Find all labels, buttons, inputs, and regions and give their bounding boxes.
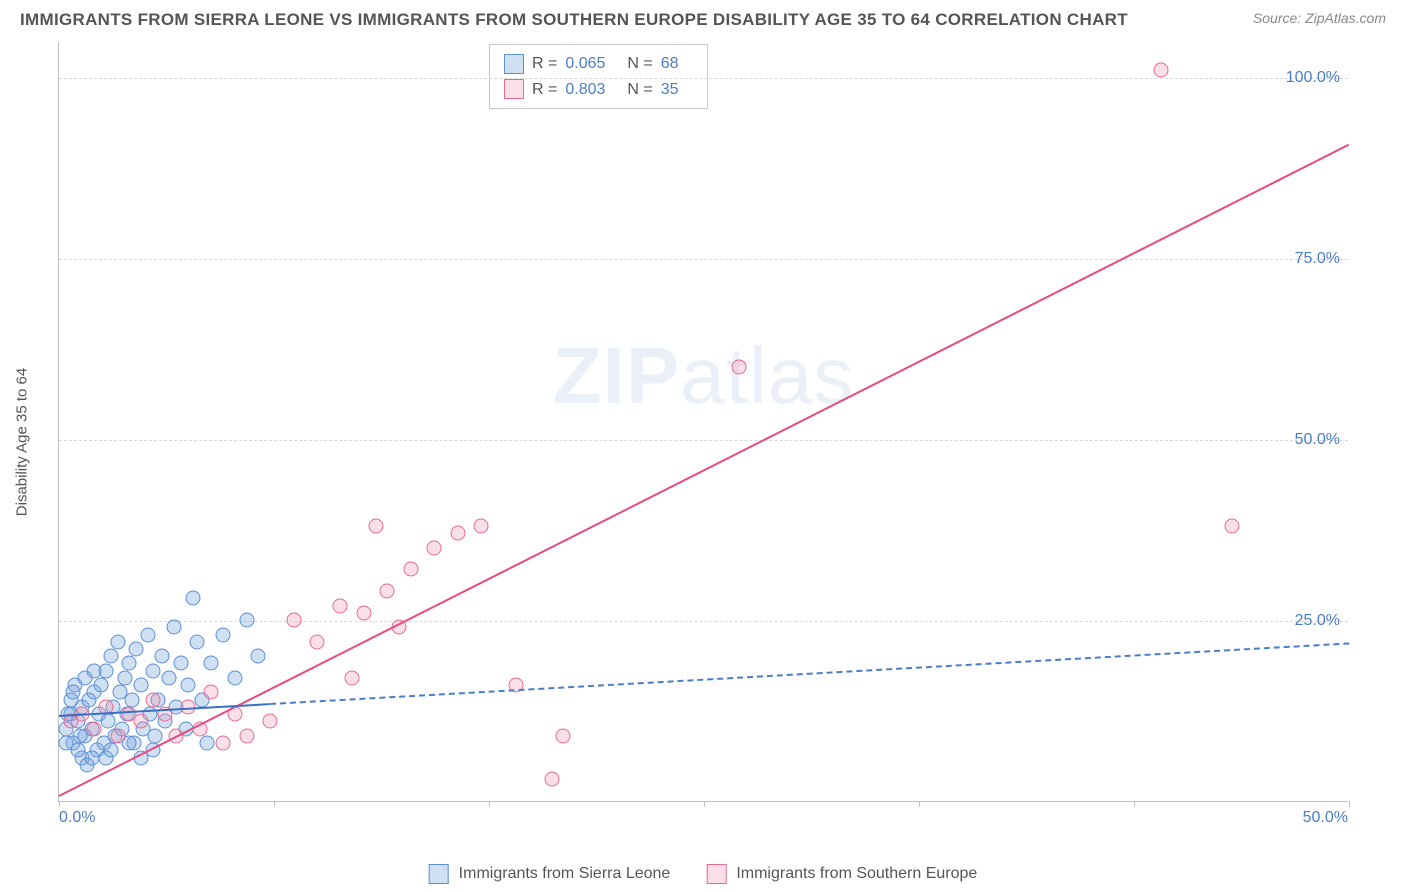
data-point-sierra <box>162 670 177 685</box>
data-point-sierra <box>141 627 156 642</box>
data-point-sierra <box>239 613 254 628</box>
source-label: Source: ZipAtlas.com <box>1253 10 1386 26</box>
x-tick <box>919 801 920 807</box>
data-point-sierra <box>216 627 231 642</box>
legend-item-sierra: Immigrants from Sierra Leone <box>429 864 671 884</box>
x-axis-max: 50.0% <box>1303 809 1348 827</box>
data-point-southern <box>134 714 149 729</box>
data-point-sierra <box>70 743 85 758</box>
legend-label: Immigrants from Southern Europe <box>736 865 977 883</box>
x-tick <box>59 801 60 807</box>
data-point-southern <box>450 526 465 541</box>
data-point-southern <box>380 584 395 599</box>
data-point-southern <box>263 714 278 729</box>
data-point-sierra <box>204 656 219 671</box>
legend-row-southern: R = 0.803 N = 35 <box>504 77 693 103</box>
data-point-sierra <box>122 656 137 671</box>
data-point-southern <box>204 685 219 700</box>
data-point-southern <box>345 670 360 685</box>
trend-line <box>59 143 1350 796</box>
data-point-sierra <box>124 692 139 707</box>
swatch-sierra-bottom <box>429 864 449 884</box>
data-point-southern <box>333 598 348 613</box>
data-point-sierra <box>73 728 88 743</box>
data-point-southern <box>368 518 383 533</box>
gridline <box>59 440 1348 441</box>
data-point-southern <box>239 728 254 743</box>
y-tick-label: 75.0% <box>1295 250 1340 268</box>
data-point-southern <box>145 692 160 707</box>
data-point-sierra <box>129 642 144 657</box>
data-point-southern <box>556 728 571 743</box>
bottom-legend: Immigrants from Sierra Leone Immigrants … <box>429 864 978 884</box>
y-tick-label: 25.0% <box>1295 612 1340 630</box>
data-point-southern <box>1224 518 1239 533</box>
data-point-sierra <box>190 634 205 649</box>
data-point-sierra <box>103 743 118 758</box>
y-tick-label: 100.0% <box>1286 69 1340 87</box>
data-point-sierra <box>84 750 99 765</box>
y-axis-label: Disability Age 35 to 64 <box>14 368 31 516</box>
x-tick <box>1349 801 1350 807</box>
gridline <box>59 78 1348 79</box>
x-axis-min: 0.0% <box>59 809 95 827</box>
swatch-southern-bottom <box>706 864 726 884</box>
legend-stats: R = 0.065 N = 68 R = 0.803 N = 35 <box>489 44 708 109</box>
x-tick <box>274 801 275 807</box>
data-point-sierra <box>134 678 149 693</box>
legend-label: Immigrants from Sierra Leone <box>459 865 671 883</box>
data-point-southern <box>474 518 489 533</box>
data-point-southern <box>87 721 102 736</box>
x-tick <box>704 801 705 807</box>
plot-area: ZIPatlas R = 0.065 N = 68 R = 0.803 N = … <box>58 42 1348 802</box>
data-point-sierra <box>173 656 188 671</box>
data-point-sierra <box>145 663 160 678</box>
data-point-sierra <box>227 670 242 685</box>
legend-item-southern: Immigrants from Southern Europe <box>706 864 977 884</box>
data-point-sierra <box>199 736 214 751</box>
y-tick-label: 50.0% <box>1295 431 1340 449</box>
data-point-southern <box>403 562 418 577</box>
trend-line <box>270 643 1349 706</box>
page-title: IMMIGRANTS FROM SIERRA LEONE VS IMMIGRAN… <box>20 10 1128 30</box>
data-point-southern <box>732 359 747 374</box>
data-point-southern <box>310 634 325 649</box>
data-point-southern <box>110 728 125 743</box>
data-point-sierra <box>94 678 109 693</box>
data-point-sierra <box>77 670 92 685</box>
data-point-sierra <box>110 634 125 649</box>
data-point-southern <box>286 613 301 628</box>
x-tick <box>489 801 490 807</box>
legend-row-sierra: R = 0.065 N = 68 <box>504 51 693 77</box>
data-point-sierra <box>66 685 81 700</box>
data-point-sierra <box>251 649 266 664</box>
data-point-sierra <box>148 728 163 743</box>
data-point-southern <box>1154 62 1169 77</box>
chart-container: Disability Age 35 to 64 ZIPatlas R = 0.0… <box>40 42 1380 842</box>
swatch-southern <box>504 79 524 99</box>
data-point-sierra <box>166 620 181 635</box>
watermark: ZIPatlas <box>553 330 854 422</box>
data-point-southern <box>216 736 231 751</box>
data-point-sierra <box>101 714 116 729</box>
data-point-sierra <box>155 649 170 664</box>
data-point-southern <box>427 540 442 555</box>
gridline <box>59 259 1348 260</box>
data-point-sierra <box>181 678 196 693</box>
data-point-sierra <box>185 591 200 606</box>
data-point-sierra <box>103 649 118 664</box>
swatch-sierra <box>504 54 524 74</box>
data-point-southern <box>544 772 559 787</box>
data-point-sierra <box>117 670 132 685</box>
data-point-southern <box>356 605 371 620</box>
x-tick <box>1134 801 1135 807</box>
